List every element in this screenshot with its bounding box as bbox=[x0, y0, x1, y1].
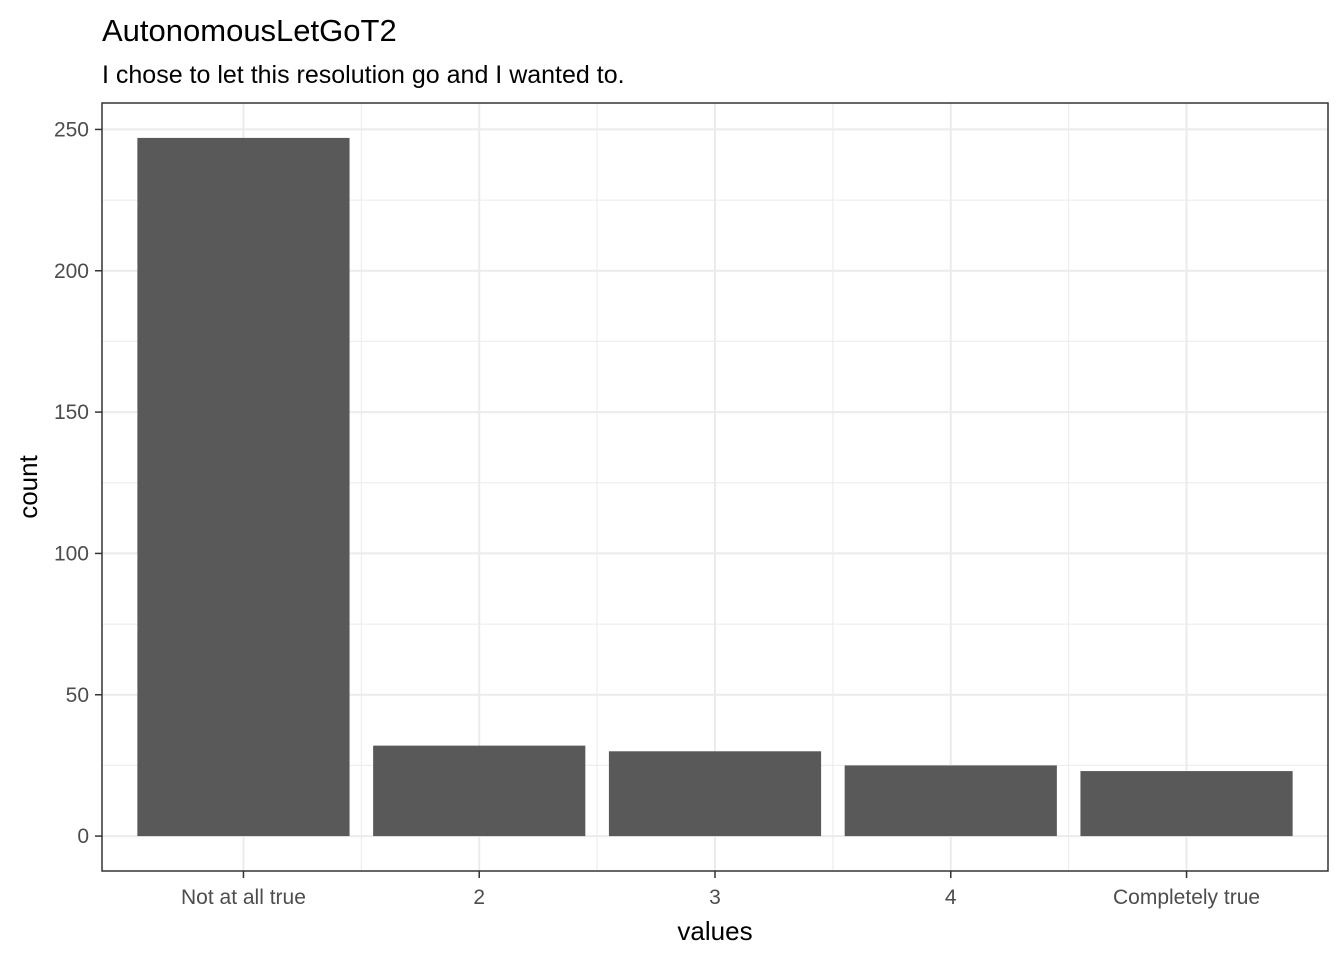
x-tick-label: 4 bbox=[945, 886, 957, 909]
x-tick-label: Not at all true bbox=[181, 886, 306, 909]
x-tick-label: 3 bbox=[709, 886, 721, 909]
bar-4 bbox=[844, 765, 1057, 837]
bar-2 bbox=[373, 745, 586, 837]
bar-5 bbox=[1080, 771, 1293, 837]
y-axis: 0 50 100 150 200 250 bbox=[54, 118, 102, 848]
x-tick-label: 2 bbox=[473, 886, 485, 909]
x-tick-label: Completely true bbox=[1113, 886, 1260, 909]
bar-3 bbox=[608, 751, 822, 837]
y-tick-label: 150 bbox=[54, 401, 89, 424]
x-axis: Not at all true 2 3 4 Completely true bbox=[181, 871, 1260, 909]
y-axis-title: count bbox=[13, 454, 43, 518]
chart-title: AutonomousLetGoT2 bbox=[102, 13, 397, 48]
y-tick-label: 200 bbox=[54, 260, 89, 283]
bars bbox=[137, 137, 1293, 837]
y-tick-label: 100 bbox=[54, 542, 89, 565]
y-tick-label: 0 bbox=[77, 825, 89, 848]
y-tick-label: 250 bbox=[54, 118, 89, 141]
chart-subtitle: I chose to let this resolution go and I … bbox=[102, 61, 625, 89]
x-axis-title: values bbox=[677, 916, 752, 946]
y-tick-label: 50 bbox=[66, 684, 89, 707]
bar-1 bbox=[137, 137, 350, 837]
